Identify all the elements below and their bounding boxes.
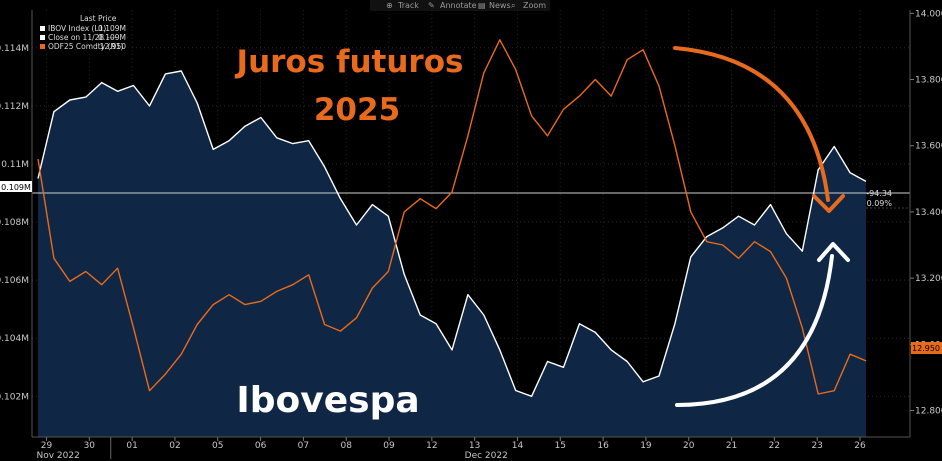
x-axis-tick-label: 29 — [41, 441, 53, 451]
legend-title: Last Price — [80, 14, 117, 23]
x-axis-tick-label: 09 — [383, 441, 395, 451]
change-readout: -94.34 0.09% — [866, 189, 892, 208]
left-axis-tick-label: 0.104M — [0, 334, 29, 344]
ibov-series-line — [37, 70, 867, 397]
x-axis-tick-label: 13 — [469, 441, 480, 451]
x-axis-tick-label: 08 — [340, 441, 352, 451]
left-badge-value: 0.109M — [1, 183, 31, 192]
track-label: Track — [397, 1, 419, 10]
x-axis-month-label: Nov 2022 — [37, 451, 80, 461]
news-tool[interactable]: ▤ News — [478, 1, 511, 10]
right-axis-tick-label: 14.000 — [915, 9, 942, 19]
reference-line-layer — [32, 192, 910, 209]
legend-swatch-ibov — [40, 26, 45, 31]
juros-arrow — [673, 46, 845, 213]
ibov-area-layer — [38, 71, 866, 437]
legend-swatch-close — [40, 35, 45, 40]
ibovespa-arrow — [675, 242, 850, 407]
x-axis-tick-label: 21 — [726, 441, 737, 451]
left-axis-tick-label: 0.112M — [0, 102, 29, 112]
odf25-series-line — [37, 39, 867, 395]
left-axis-tick-label: 0.108M — [0, 218, 29, 228]
change-percent: 0.09% — [867, 199, 893, 208]
legend-swatch-odf25 — [40, 44, 45, 49]
x-axis-ticks: 29 30 01 02 05 06 07 08 09 12 13 14 15 16 19 20 21 22 23 26 — [41, 437, 866, 451]
news-label: News — [489, 1, 511, 10]
right-current-badge: 12.950 — [911, 342, 942, 354]
legend-label-odf25: ODF25 Comdty (R1) — [48, 42, 123, 51]
right-axis-tick-label: 13.800 — [915, 76, 942, 86]
left-axis-tick-label: 0.102M — [0, 392, 29, 402]
right-axis-tick-label: 13.600 — [915, 142, 942, 152]
pencil-icon: ✎ — [428, 1, 435, 10]
zoom-label: Zoom — [523, 1, 546, 10]
right-badge-background — [911, 342, 942, 354]
legend-value-close: 0.109M — [98, 33, 126, 42]
x-axis-tick-label: 07 — [298, 441, 309, 451]
ibov-area-fill — [38, 71, 866, 437]
juros-title-line2: 2025 — [314, 92, 400, 128]
legend-value-ibov: 0.109M — [98, 24, 126, 33]
x-axis-tick-label: 06 — [255, 441, 267, 451]
toolbar-background — [370, 0, 550, 11]
x-axis-tick-label: 12 — [426, 441, 437, 451]
x-axis-tick-label: 14 — [512, 441, 524, 451]
news-icon: ▤ — [478, 1, 486, 10]
series-lines-layer — [37, 39, 867, 397]
x-axis-tick-label: 16 — [597, 441, 609, 451]
legend-background — [37, 13, 129, 54]
x-axis-tick-label: 05 — [212, 441, 223, 451]
legend: Last Price IBOV Index (L1) 0.109M Close … — [37, 13, 129, 54]
x-axis-tick-label: 02 — [169, 441, 180, 451]
change-absolute: -94.34 — [866, 189, 892, 198]
chart-toolbar: ⊕ Track ✎ Annotate ▤ News ⌕ Zoom — [370, 0, 550, 11]
left-axis-ticks: 0.102M 0.104M 0.106M 0.108M 0.11M 0.112M 0.114… — [0, 44, 29, 403]
annotate-label: Annotate — [440, 1, 477, 10]
legend-label-ibov: IBOV Index (L1) — [48, 24, 106, 33]
zoom-icon: ⌕ — [511, 1, 515, 10]
right-badge-value: 12.950 — [912, 344, 940, 353]
x-axis-tick-label: 20 — [683, 441, 695, 451]
track-tool[interactable]: ⊕ Track — [386, 1, 419, 10]
x-axis-tick-label: 22 — [769, 441, 780, 451]
annotate-tool[interactable]: ✎ Annotate — [428, 1, 477, 10]
right-axis-tick-label: 13.400 — [915, 208, 942, 218]
left-axis-tick-label: 0.11M — [1, 160, 29, 170]
x-axis-month-label: Dec 2022 — [465, 451, 508, 461]
juros-arrow-curve — [673, 46, 830, 202]
x-axis-tick-label: 23 — [811, 441, 822, 451]
x-axis-tick-label: 30 — [84, 441, 96, 451]
left-current-badge: 0.109M — [0, 181, 32, 192]
zoom-tool[interactable]: ⌕ Zoom — [511, 1, 546, 10]
ibovespa-title: Ibovespa — [236, 380, 419, 421]
left-badge-background — [0, 181, 32, 192]
juros-title-line1: Juros futuros — [235, 44, 464, 80]
ibovespa-arrow-curve — [675, 254, 834, 407]
track-icon: ⊕ — [386, 1, 393, 10]
x-axis-tick-label: 19 — [640, 441, 652, 451]
right-axis-tick-label: 12.800 — [915, 407, 942, 417]
legend-value-odf25: 12.950 — [100, 42, 126, 51]
x-axis-tick-label: 26 — [854, 441, 866, 451]
x-axis-tick-label: 01 — [126, 441, 137, 451]
right-axis-tick-label: 13.200 — [915, 274, 942, 284]
ibovespa-arrow-head — [817, 242, 850, 262]
x-axis-month-labels: Nov 2022 Dec 2022 — [37, 437, 508, 461]
legend-label-close: Close on 11/28 ---- — [48, 33, 118, 42]
juros-arrow-head — [812, 194, 845, 213]
x-axis-tick-label: 15 — [555, 441, 566, 451]
left-axis-tick-label: 0.106M — [0, 276, 29, 286]
left-axis-tick-label: 0.114M — [0, 44, 29, 54]
